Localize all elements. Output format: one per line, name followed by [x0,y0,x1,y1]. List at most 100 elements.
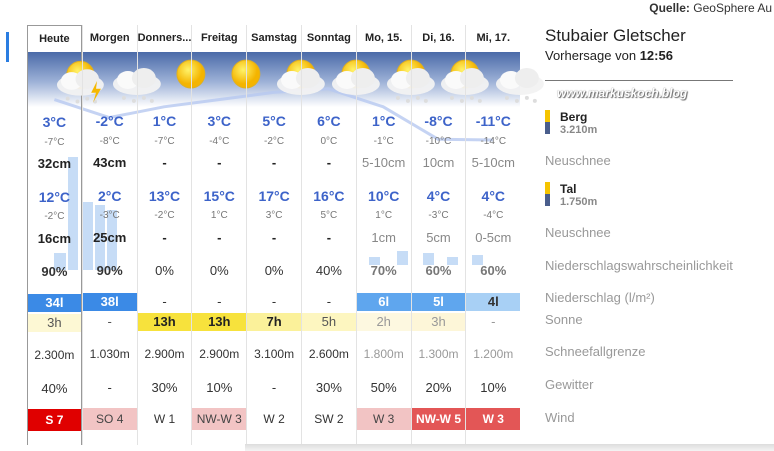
wind: SW 2 [314,412,344,426]
station-alt: 3.210m [560,124,598,136]
sunshine-hours: - [107,314,112,329]
sunshine-hours: 13h [137,313,192,331]
wind: SO 4 [82,408,137,430]
forecast-time: Vorhersage von 12:56 [545,48,673,63]
wind: NW-W 5 [411,408,466,430]
thunder-probability: 50% [370,380,397,395]
temp-low-valley: 3°C [265,210,283,221]
precip-probability: 40% [315,263,342,278]
sunshine-hours: 13h [192,313,247,331]
new-snow-valley: - [271,230,277,245]
day-header[interactable]: Freitag [200,32,238,44]
temp-high-valley: 4°C [481,188,506,204]
day-column[interactable]: Donners... 1°C -7°C - 13°C -2°C - 0% - 1… [136,25,206,445]
day-column[interactable]: Sonntag 6°C 0°C - 16°C 5°C - 40% - 5h 2.… [301,25,380,445]
label-sun: Sonne [545,312,583,327]
wind: W 1 [153,412,176,426]
day-column[interactable]: Heute 3°C -7°C 32cm 12°C -2°C 16cm 90% 3… [27,25,105,445]
new-snow-mountain: - [217,155,222,170]
day-header[interactable]: Mi, 17. [476,32,511,44]
day-header[interactable]: Sonntag [306,32,351,44]
temp-high-mountain: -11°C [475,113,511,129]
temp-low-valley: 1°C [210,210,228,221]
temperature-line [53,87,493,142]
temp-high-mountain: 5°C [262,113,286,129]
temp-low-valley: -3°C [99,210,120,221]
cloud-snow-icon [496,68,545,103]
day-column[interactable]: Di, 16. -8°C -10°C 10cm 4°C -3°C 5cm 60%… [410,25,490,445]
thunder-probability: 40% [41,381,68,396]
temp-low-mountain: -4°C [209,136,230,147]
precip-bar [369,257,380,265]
temp-low-valley: -2°C [44,211,65,222]
precip-probability: 0% [155,263,174,278]
temp-high-mountain: -8°C [424,113,453,129]
station-name: Berg [560,110,588,124]
precip-amount: 34l [28,294,81,312]
thunder-probability: - [107,380,112,395]
label-wind: Wind [545,410,575,425]
forecast-label: Vorhersage von [545,48,637,63]
new-snow-valley: 0-5cm [475,230,512,245]
day-header[interactable]: Donners... [137,32,192,44]
new-snow-valley: 25cm [93,230,127,245]
new-snow-valley: - [217,230,222,245]
temp-low-mountain: -8°C [99,136,120,147]
snowfall-line: 2.900m [144,347,185,361]
day-header[interactable]: Samstag [251,32,298,44]
horizontal-scrollbar[interactable] [245,444,774,451]
source-credit: Quelle: GeoSphere Au [649,1,772,15]
temp-low-valley: 5°C [320,210,338,221]
temp-high-valley: 4°C [426,188,451,204]
new-snow-mountain: - [162,155,167,170]
precip-probability: 0% [264,263,284,278]
temp-high-mountain: 6°C [317,113,341,129]
sun-cloud-icon [277,59,325,95]
weather-icon-band [27,52,520,107]
precip-amount: 5l [411,293,466,311]
sunshine-hours: 7h [247,313,301,331]
day-column[interactable]: Morgen -2°C -8°C 43cm 2°C -3°C 25cm 90% … [81,25,161,445]
station-color-icon [545,110,550,134]
precip-bar [397,251,408,265]
temp-high-valley: 15°C [203,188,235,204]
precip-amount: - [217,294,222,309]
new-snow-mountain: - [271,155,277,170]
precip-amount: 6l [356,293,411,311]
label-probability: Niederschlagswahrscheinlichkeit [545,258,733,273]
day-column[interactable]: Samstag 5°C -2°C - 17°C 3°C - 0% - 7h 3.… [246,25,325,445]
temp-high-valley: 10°C [368,188,400,204]
sun-cloud-snow-thunder-icon [57,60,105,104]
thunder-probability: 10% [206,380,233,395]
temp-high-valley: 12°C [38,189,71,205]
precip-probability: 0% [209,263,229,278]
precip-amount: - [271,294,277,309]
precip-probability: 90% [96,263,123,278]
temp-high-valley: 13°C [148,188,181,204]
thunder-probability: - [271,380,277,395]
day-header[interactable]: Mo, 15. [365,32,403,44]
day-header[interactable]: Heute [39,33,70,45]
precip-bar [472,255,483,265]
precip-probability: 70% [370,263,397,278]
sunshine-hours: 3h [28,314,81,332]
sunshine-hours: 3h [411,313,466,331]
label-thunder: Gewitter [545,377,594,392]
cloud-snow-icon [112,68,161,103]
precip-probability: 60% [425,263,452,278]
wind: W 3 [356,408,411,430]
snowfall-line: 1.200m [473,347,514,361]
new-snow-mountain: 5-10cm [362,155,406,170]
temp-low-mountain: -10°C [425,136,452,147]
day-header[interactable]: Morgen [89,32,130,44]
temp-low-mountain: -1°C [373,136,394,147]
temp-high-mountain: 3°C [42,114,67,130]
new-snow-valley: 16cm [37,231,72,246]
sun-icon [231,59,261,89]
new-snow-mountain: 43cm [93,155,127,170]
day-column[interactable]: Freitag 3°C -4°C - 15°C 1°C - 0% - 13h 2… [191,25,261,445]
day-column[interactable]: Mi, 17. -11°C -14°C 5-10cm 4°C -4°C 0-5c… [465,25,545,445]
day-column[interactable]: Mo, 15. 1°C -1°C 5-10cm 10°C 1°C 1cm 70%… [355,25,435,445]
day-header[interactable]: Di, 16. [422,32,455,44]
new-snow-mountain: 32cm [37,156,72,171]
